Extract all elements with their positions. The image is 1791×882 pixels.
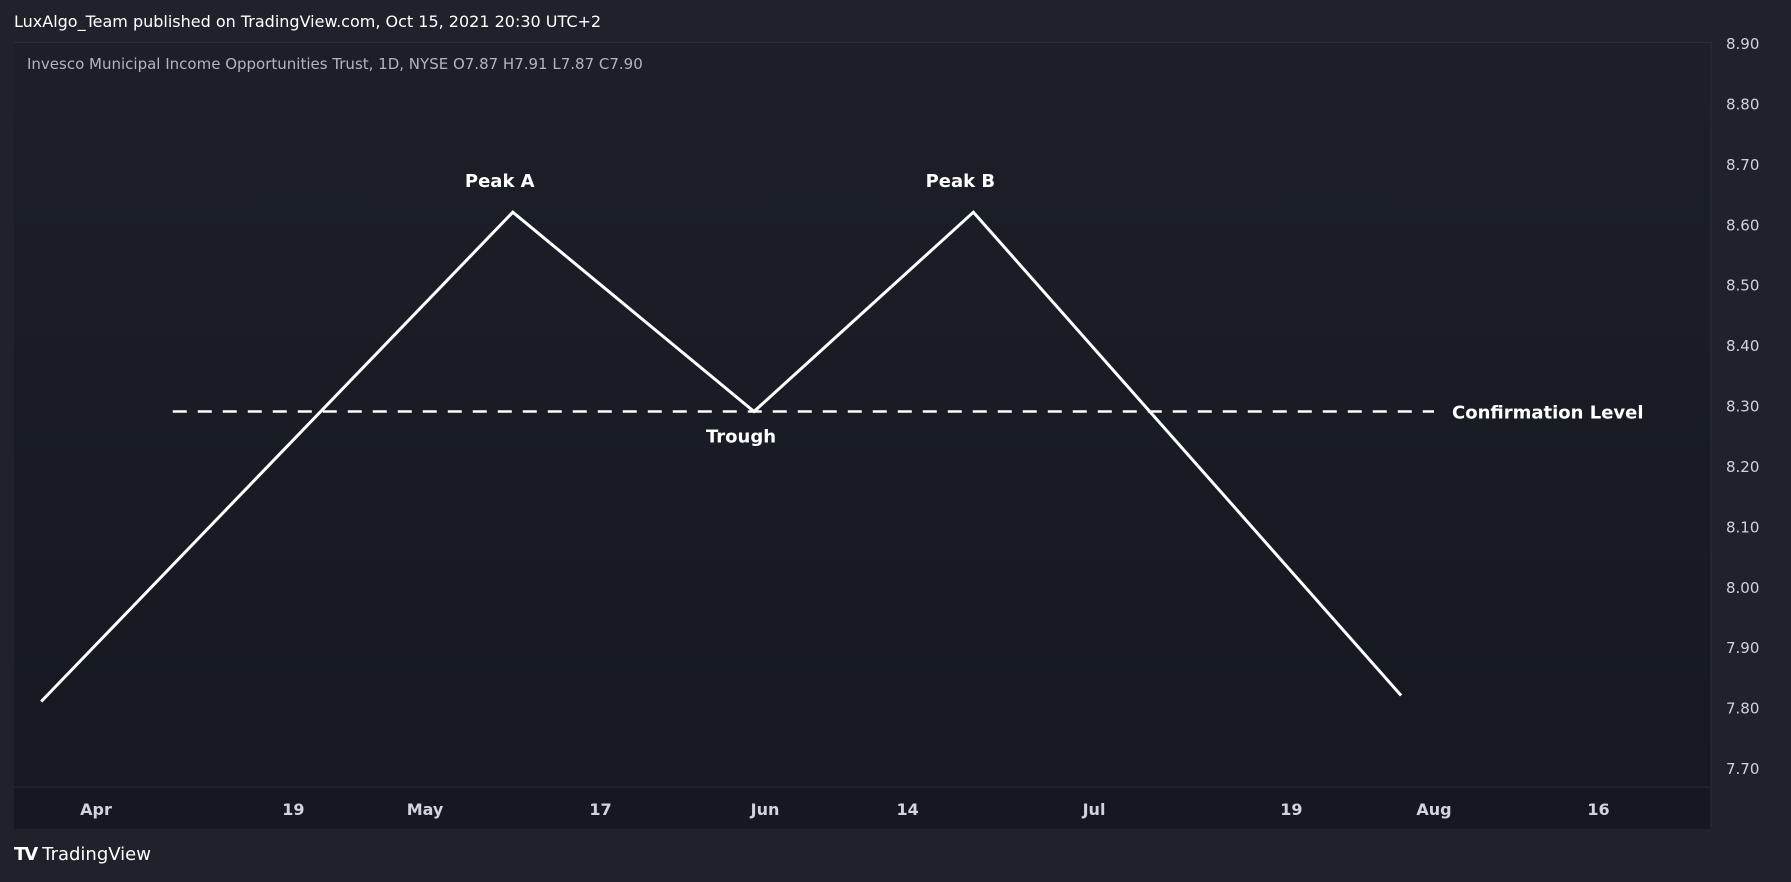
annotations: Peak A Trough Peak B: [465, 171, 995, 447]
top-bar: LuxAlgo_Team published on TradingView.co…: [0, 0, 1791, 42]
x-tick-label: 19: [1280, 800, 1302, 819]
x-tick-label: May: [407, 800, 444, 819]
symbol-info: Invesco Municipal Income Opportunities T…: [27, 55, 643, 73]
price-series-line[interactable]: [40, 210, 1403, 703]
y-tick-label: 8.60: [1726, 216, 1759, 234]
x-tick-label: Jun: [750, 800, 780, 819]
y-tick-label: 7.90: [1726, 639, 1759, 657]
annotation-trough: Trough: [706, 427, 776, 448]
y-tick-label: 8.80: [1726, 95, 1759, 113]
y-tick-label: 8.00: [1726, 579, 1759, 597]
annotation-peak-b: Peak B: [926, 171, 996, 192]
x-tick-label: Aug: [1416, 800, 1451, 819]
x-axis[interactable]: Apr 19 May 17 Jun 14 Jul 19 Aug 16: [80, 800, 1610, 819]
tradingview-logo-icon: TV: [14, 844, 38, 865]
y-tick-label: 8.90: [1726, 35, 1759, 53]
brand-name: TradingView: [42, 844, 151, 865]
y-tick-label: 8.20: [1726, 458, 1759, 476]
y-tick-label: 7.80: [1726, 700, 1759, 718]
y-tick-label: 8.30: [1726, 398, 1759, 416]
y-tick-label: 7.70: [1726, 760, 1759, 778]
footer-brand[interactable]: TV TradingView: [14, 844, 151, 865]
y-tick-label: 8.50: [1726, 277, 1759, 295]
y-tick-label: 8.70: [1726, 156, 1759, 174]
x-tick-label: 17: [589, 800, 611, 819]
y-tick-label: 8.40: [1726, 337, 1759, 355]
publish-info: LuxAlgo_Team published on TradingView.co…: [14, 12, 602, 31]
x-tick-label: 16: [1587, 800, 1609, 819]
y-tick-label: 8.10: [1726, 518, 1759, 536]
y-axis[interactable]: 8.90 8.80 8.70 8.60 8.50 8.40 8.30 8.20 8.10 8.00…: [1726, 35, 1759, 778]
x-tick-label: 14: [896, 800, 918, 819]
x-tick-label: Apr: [80, 800, 112, 819]
confirmation-level-label: Confirmation Level: [1452, 403, 1644, 424]
x-tick-label: Jul: [1082, 800, 1106, 819]
x-tick-label: 19: [282, 800, 304, 819]
annotation-peak-a: Peak A: [465, 171, 535, 192]
